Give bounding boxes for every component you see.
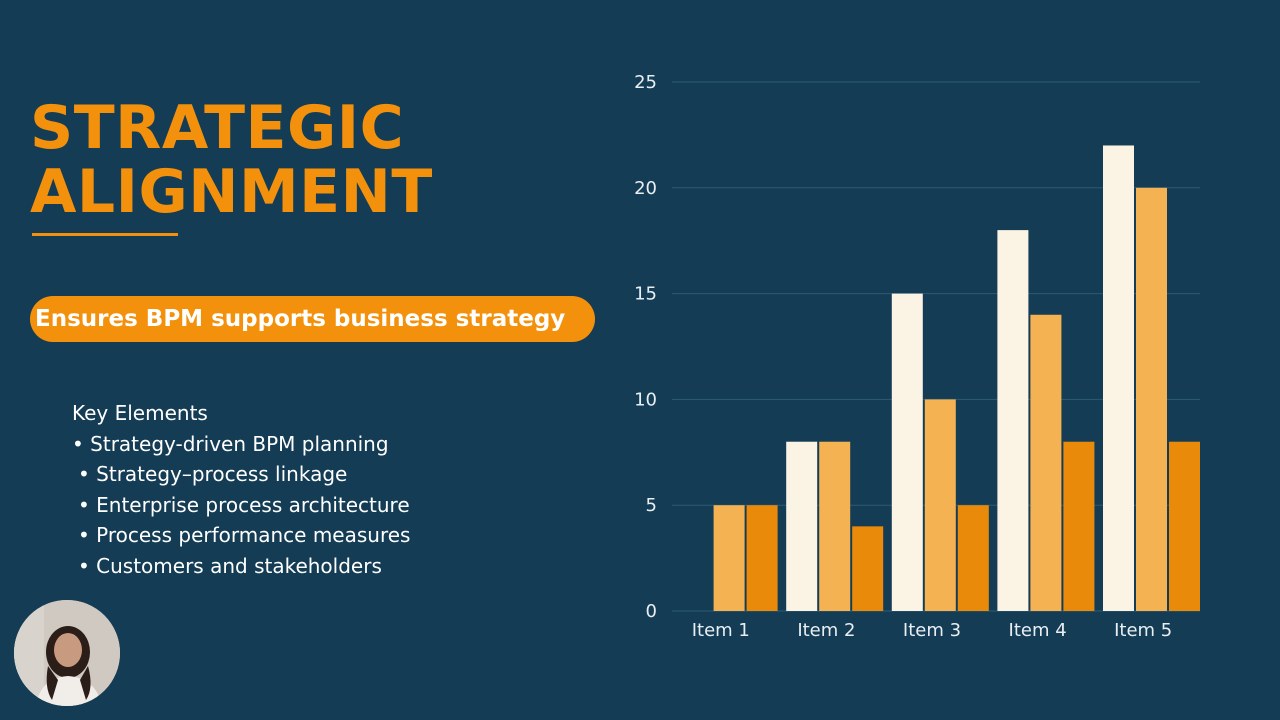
title-line-2: ALIGNMENT [30, 157, 433, 227]
presenter-webcam [14, 600, 120, 706]
key-elements: Key Elements • Strategy-driven BPM plann… [72, 398, 410, 582]
x-tick-label: Item 5 [1114, 620, 1172, 641]
y-tick-label: 0 [646, 601, 657, 622]
key-elements-heading: Key Elements [72, 401, 208, 425]
key-element-item: • Enterprise process architecture [78, 492, 410, 517]
bar-item-4-series-3 [1063, 441, 1095, 611]
slide-title: STRATEGIC ALIGNMENT [30, 96, 433, 224]
presenter-avatar-icon [14, 600, 120, 706]
key-element-item: • Customers and stakeholders [78, 553, 382, 578]
bar-item-3-series-3 [957, 505, 989, 611]
y-tick-label: 25 [634, 72, 657, 93]
bar-item-3-series-2 [924, 399, 956, 611]
bar-item-4-series-1 [997, 230, 1029, 611]
bar-item-3-series-1 [891, 293, 923, 611]
subtitle-pill: Ensures BPM supports business strategy [30, 296, 595, 342]
bar-item-2-series-3 [852, 526, 884, 611]
y-tick-label: 10 [634, 389, 657, 410]
bar-item-5-series-2 [1136, 187, 1167, 612]
bar-item-4-series-2 [1030, 314, 1062, 611]
x-tick-label: Item 1 [692, 620, 750, 641]
title-underline [32, 233, 178, 236]
y-tick-label: 5 [646, 495, 657, 516]
bar-item-5-series-1 [1103, 145, 1134, 612]
bar-item-5-series-3 [1169, 441, 1200, 611]
bar-item-1-series-3 [746, 505, 778, 611]
title-line-1: STRATEGIC [30, 93, 405, 163]
key-element-item: • Process performance measures [78, 523, 411, 548]
y-tick-label: 15 [634, 284, 657, 305]
x-tick-label: Item 3 [903, 620, 961, 641]
bar-item-2-series-2 [819, 441, 851, 611]
bar-item-1-series-2 [713, 505, 745, 611]
key-element-item: • Strategy-driven BPM planning [72, 431, 389, 456]
bar-item-2-series-1 [786, 441, 818, 611]
y-tick-label: 20 [634, 178, 657, 199]
key-element-item: • Strategy–process linkage [78, 462, 348, 487]
x-tick-label: Item 4 [1009, 620, 1067, 641]
x-tick-label: Item 2 [797, 620, 855, 641]
